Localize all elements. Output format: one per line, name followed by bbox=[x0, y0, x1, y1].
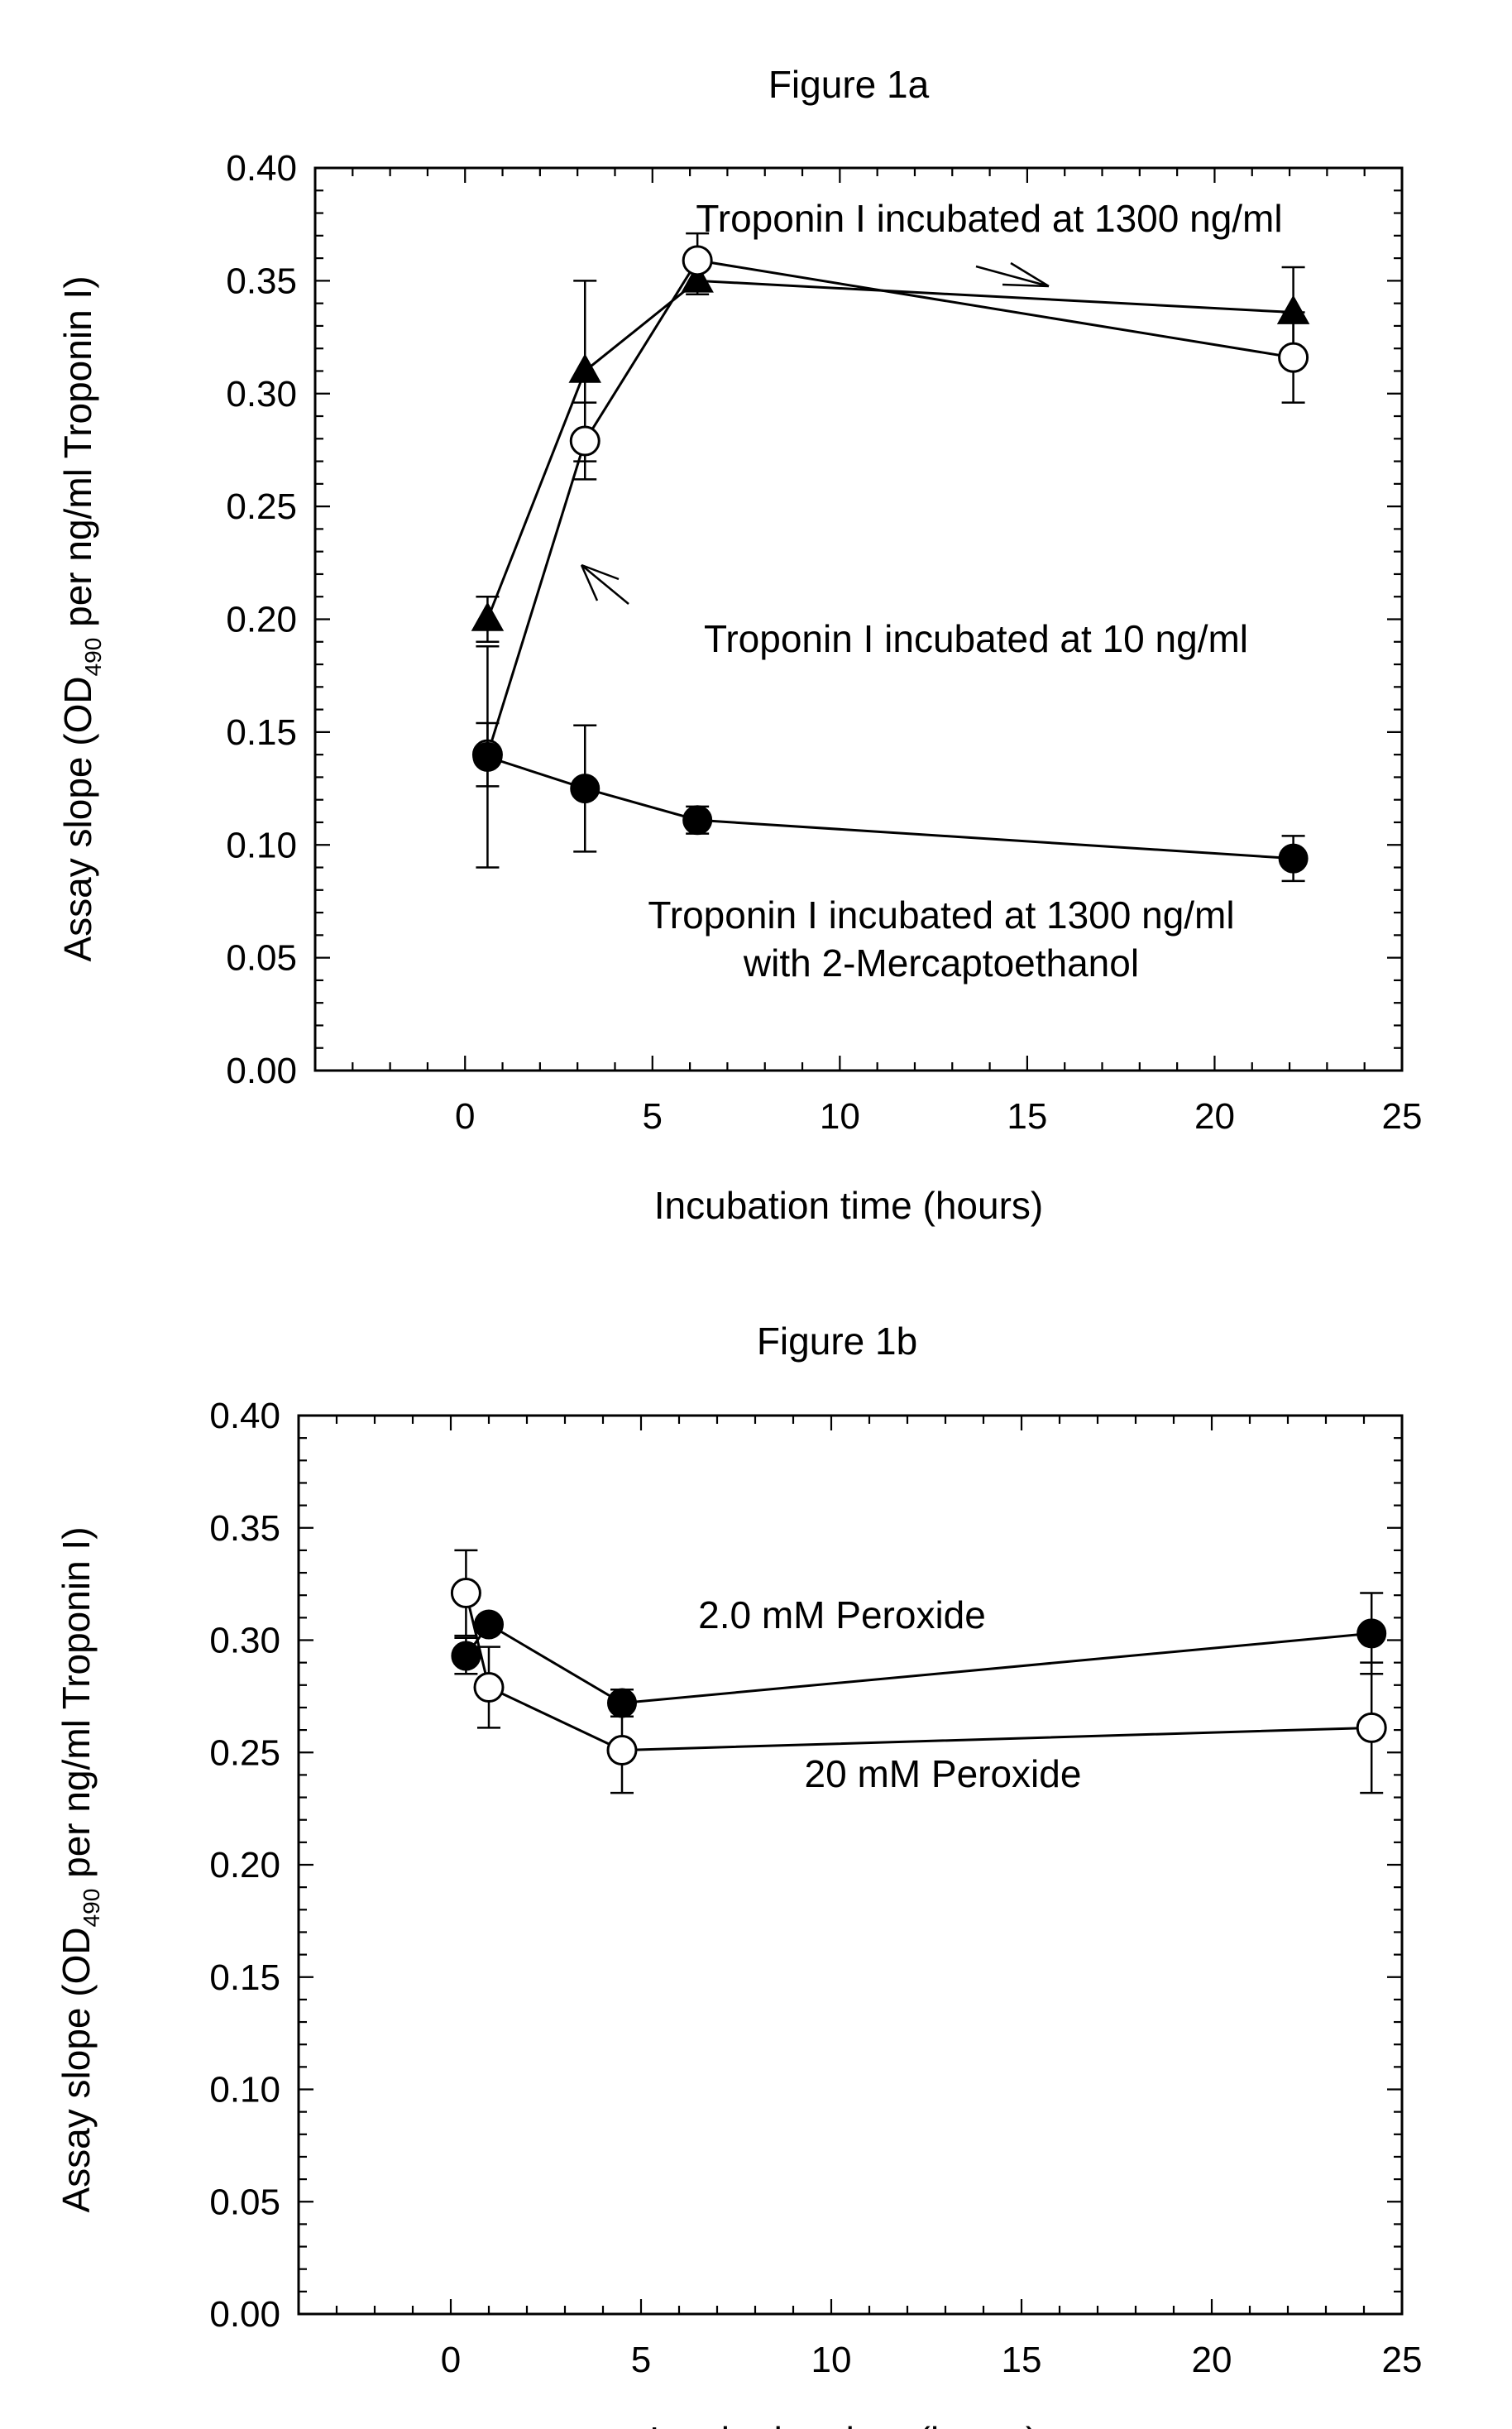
series-label-20mM: 20 mM Peroxide bbox=[805, 1752, 1082, 1795]
y-tick-label: 0.20 bbox=[226, 600, 297, 640]
x-tick-label: 0 bbox=[441, 2340, 461, 2380]
data-point bbox=[473, 743, 501, 771]
annotation-label: Troponin I incubated at 10 ng/ml bbox=[704, 617, 1248, 660]
y-tick-label: 0.25 bbox=[209, 1732, 280, 1773]
data-point bbox=[1357, 1713, 1385, 1742]
x-tick-label: 15 bbox=[1007, 1096, 1047, 1137]
chart-figure-1a: Figure 1a 0 5 10 15 20 25 0.00 0.05 0.10 0.15 0.2… bbox=[56, 63, 1422, 1227]
arrow-pointer-1300 bbox=[976, 263, 1049, 286]
data-point bbox=[475, 1674, 503, 1702]
data-point bbox=[608, 1737, 636, 1765]
y-tick-label: 0.15 bbox=[226, 712, 297, 753]
data-point bbox=[683, 806, 711, 834]
annotation-label: with 2-Mercaptoethanol bbox=[743, 941, 1139, 985]
x-tick-label: 10 bbox=[811, 2340, 852, 2380]
series-line bbox=[487, 280, 1293, 619]
chart-title: Figure 1a bbox=[768, 63, 930, 106]
y-tick-label: 0.10 bbox=[226, 825, 297, 865]
series-line bbox=[487, 261, 1293, 755]
y-tick-label: 0.30 bbox=[209, 1621, 280, 1661]
data-point bbox=[571, 774, 599, 802]
y-tick-label: 0.40 bbox=[209, 1396, 280, 1436]
x-tick-label: 15 bbox=[1002, 2340, 1042, 2380]
x-axis-title: Incubation time (hours) bbox=[649, 2419, 1038, 2429]
annotation-label: Troponin I incubated at 1300 ng/ml bbox=[696, 197, 1282, 240]
data-point bbox=[475, 1610, 503, 1638]
data-point bbox=[570, 355, 600, 381]
y-tick-label: 0.00 bbox=[226, 1051, 297, 1091]
y-tick-label: 0.20 bbox=[209, 1845, 280, 1885]
y-tick-label: 0.25 bbox=[226, 486, 297, 527]
data-point bbox=[1280, 845, 1308, 873]
data-point bbox=[472, 604, 502, 630]
chart-title: Figure 1b bbox=[757, 1320, 917, 1363]
x-tick-label: 20 bbox=[1192, 2340, 1232, 2380]
y-tick-label: 0.05 bbox=[226, 938, 297, 979]
data-point bbox=[1357, 1619, 1385, 1647]
data-point bbox=[683, 247, 711, 275]
figure-canvas: Figure 1a 0 5 10 15 20 25 0.00 0.05 0.10 0.15 0.2… bbox=[0, 0, 1512, 2429]
series-line bbox=[487, 757, 1293, 859]
x-tick-label: 20 bbox=[1194, 1096, 1235, 1137]
x-tick-label: 10 bbox=[820, 1096, 860, 1137]
x-tick-labels: 0 5 10 15 20 25 bbox=[455, 1096, 1422, 1137]
x-tick-labels: 0 5 10 15 20 25 bbox=[441, 2340, 1423, 2380]
y-tick-labels: 0.00 0.05 0.10 0.15 0.20 0.25 0.30 0.35 0.40 bbox=[226, 148, 297, 1091]
data-point bbox=[571, 427, 599, 455]
y-tick-label: 0.40 bbox=[226, 148, 297, 189]
arrow-pointer-10 bbox=[581, 565, 629, 604]
data-point bbox=[1280, 343, 1308, 371]
data-point bbox=[452, 1642, 480, 1670]
y-tick-label: 0.30 bbox=[226, 374, 297, 414]
x-tick-label: 5 bbox=[643, 1096, 663, 1137]
series-group bbox=[472, 233, 1308, 881]
x-axis-title: Incubation time (hours) bbox=[654, 1184, 1043, 1227]
y-tick-labels: 0.00 0.05 0.10 0.15 0.20 0.25 0.30 0.35 0.40 bbox=[209, 1396, 280, 2335]
series-label-2mM: 2.0 mM Peroxide bbox=[698, 1593, 986, 1636]
y-tick-label: 0.00 bbox=[209, 2294, 280, 2335]
data-point bbox=[452, 1579, 480, 1607]
y-tick-label: 0.35 bbox=[209, 1508, 280, 1549]
annotation-label: Troponin I incubated at 1300 ng/ml bbox=[648, 894, 1234, 937]
y-tick-label: 0.05 bbox=[209, 2182, 280, 2222]
y-axis-title: Assay slope (OD490 per ng/ml Troponin I) bbox=[56, 275, 106, 961]
x-tick-label: 5 bbox=[631, 2340, 651, 2380]
y-tick-label: 0.35 bbox=[226, 261, 297, 301]
chart-figure-1b: Figure 1b 0 5 10 15 20 25 0.00 0.05 0.10 0.15 0.2… bbox=[55, 1320, 1422, 2429]
y-axis-title: Assay slope (OD490 per ng/ml Troponin I) bbox=[55, 1526, 104, 2212]
y-tick-label: 0.15 bbox=[209, 1957, 280, 1998]
x-tick-label: 25 bbox=[1382, 2340, 1423, 2380]
y-tick-label: 0.10 bbox=[209, 2070, 280, 2110]
x-tick-label: 0 bbox=[455, 1096, 475, 1137]
x-tick-label: 25 bbox=[1382, 1096, 1423, 1137]
